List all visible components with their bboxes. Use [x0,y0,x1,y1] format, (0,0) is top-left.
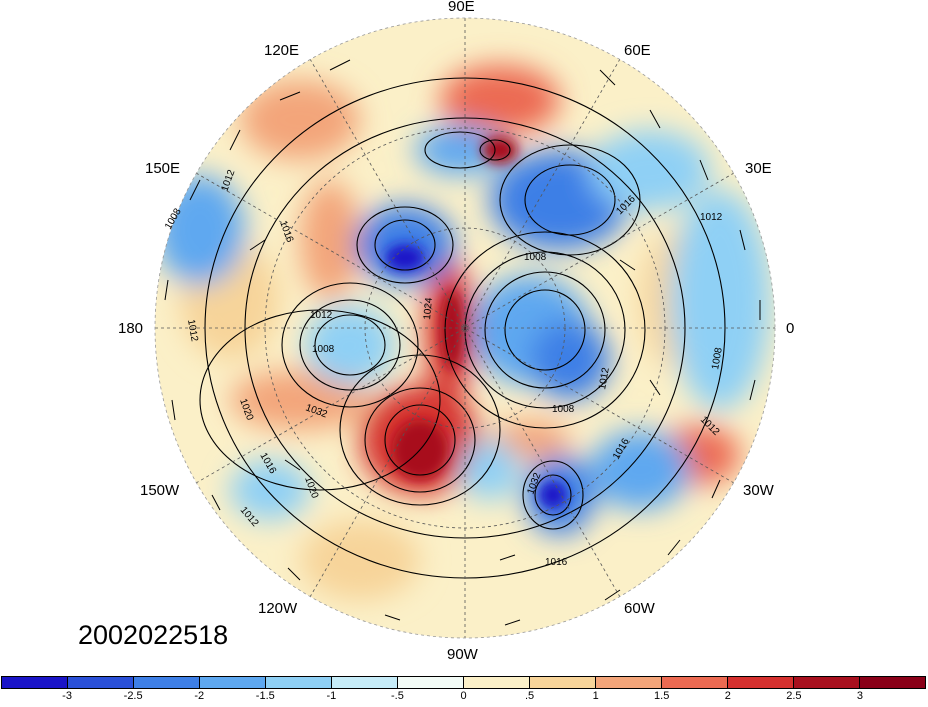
lon-label-120w: 120W [258,600,298,617]
contour-label: 1012 [310,310,333,321]
colorbar-tick-label: -1.5 [255,690,275,702]
colorbar-tick-label: 1.5 [654,690,670,702]
colorbar-segment [134,677,200,688]
colorbar-segment [662,677,728,688]
lon-label-90e: 90E [448,0,475,15]
lon-label-60e: 60E [624,42,651,59]
colorbar-tick-label: -2.5 [123,690,143,702]
colorbar-segment [200,677,266,688]
lon-label-120e: 120E [264,42,300,59]
colorbar-tick-label: -.5 [391,690,404,702]
contour-label: 1008 [524,252,547,263]
colorbar-segment [332,677,398,688]
graticule [155,18,775,638]
contour-label: 1008 [552,404,575,415]
contour-label: 1012 [185,319,200,343]
colorbar-tick-label: 1 [592,690,599,702]
colorbar [1,676,926,689]
contour-label: 1008 [710,346,725,370]
contour-label: 1008 [312,344,335,355]
colorbar-segment [794,677,860,688]
colorbar-tick-label: .5 [524,690,535,702]
colorbar-tick-label: -3 [62,690,72,702]
colorbar-segment [68,677,134,688]
contour-label: 1012 [597,366,612,390]
lon-label-180: 180 [118,320,144,337]
colorbar-tick-label: -1 [326,690,337,702]
colorbar-tick-label: 0 [460,690,467,702]
lon-label-150w: 150W [140,482,180,499]
lon-label-150e: 150E [145,160,181,177]
colorbar-segment [596,677,662,688]
colorbar-segment [860,677,925,688]
colorbar-segment [530,677,596,688]
colorbar-segment [266,677,332,688]
wind-barbs [164,59,761,626]
date-stamp: 2002022518 [78,620,229,650]
contour-label: 1012 [700,212,723,223]
colorbar-segment [464,677,530,688]
colorbar-tick-label: 2.5 [786,690,802,702]
colorbar-segment [2,677,68,688]
colorbar-tick-label: -2 [194,690,205,702]
lon-label-30e: 30E [745,160,772,177]
lon-label-0: 0 [786,320,795,337]
contour-label: 1016 [545,557,568,568]
colorbar-segment [728,677,794,688]
colorbar-segment [398,677,464,688]
anomaly-field [155,18,775,638]
lon-label-60w: 60W [624,600,655,617]
colorbar-tick-label: 3 [856,690,863,702]
lon-label-30w: 30W [743,482,774,499]
contour-label: 1024 [422,297,435,321]
colorbar-tick-label: 2 [724,690,731,702]
lon-label-90w: 90W [447,646,478,663]
